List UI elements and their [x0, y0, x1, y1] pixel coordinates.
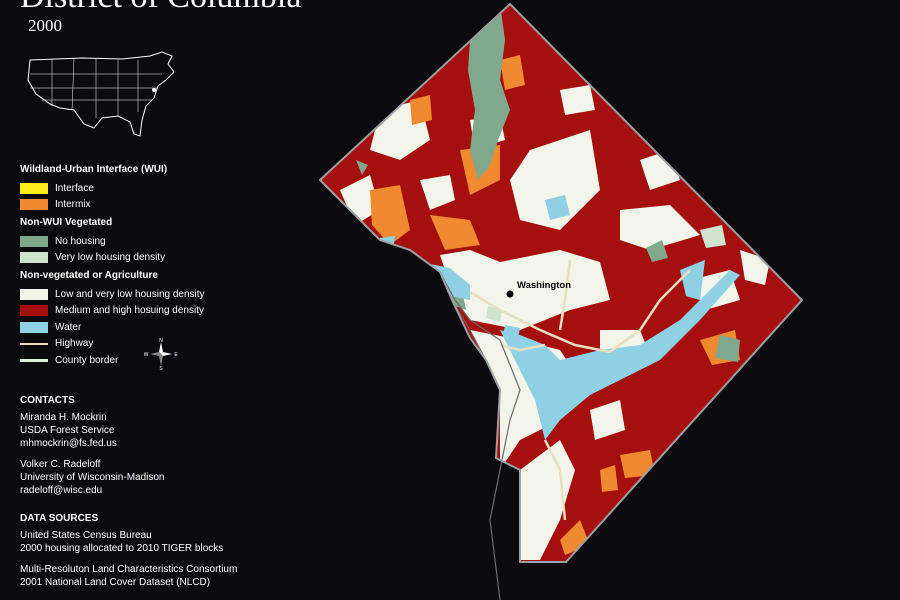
contact-name: Volker C. Radeloff: [20, 459, 101, 470]
legend-label: Water: [55, 321, 82, 333]
swatch-water: [20, 321, 48, 333]
compass-s: S: [159, 366, 163, 370]
contacts-heading: CONTACTS: [20, 395, 75, 406]
legend-item-county-border: County border: [20, 352, 290, 369]
washington-city-dot: [506, 290, 514, 298]
compass-e: E: [174, 352, 178, 358]
sources-heading: DATA SOURCES: [20, 513, 99, 524]
legend: Wildland-Urban Interface (WUI) Interface…: [20, 164, 290, 373]
swatch-county-border: [20, 355, 48, 366]
swatch-very-low-density: [20, 252, 48, 264]
legend-label: Highway: [55, 338, 94, 350]
source-line: 2001 National Land Cover Dataset (NLCD): [20, 577, 211, 588]
contact-org: USDA Forest Service: [20, 425, 115, 436]
swatch-low-density: [20, 288, 48, 300]
us-locator-map: [27, 51, 175, 137]
compass-n: N: [159, 338, 163, 344]
map-title: District of Columbia: [20, 0, 301, 16]
legend-label: No housing: [55, 235, 106, 247]
contact-email: radeloff@wisc.edu: [20, 485, 103, 496]
legend-nonveg-group: Non-vegetated or Agriculture Low and ver…: [20, 270, 290, 369]
legend-item-very-low-density: Very low housing density: [20, 250, 290, 267]
legend-item-highway: Highway: [20, 336, 290, 353]
contact-name: Miranda H. Mockrin: [20, 412, 107, 423]
legend-item-medium-high-density: Medium and high hosuing density: [20, 303, 290, 320]
legend-label: Very low housing density: [55, 252, 166, 264]
legend-item-intermix: Intermix: [20, 197, 290, 214]
data-sources-section: DATA SOURCES United States Census Bureau…: [20, 512, 237, 589]
legend-nonveg-heading: Non-vegetated or Agriculture: [20, 270, 158, 281]
land-use-layer: [320, 4, 802, 562]
legend-item-low-density: Low and very low housing density: [20, 286, 290, 303]
dc-county-border: [318, 2, 804, 563]
legend-label: Intermix: [55, 199, 91, 211]
compass-w: W: [144, 352, 149, 358]
contacts-section: CONTACTS Miranda H. Mockrin USDA Forest …: [20, 394, 165, 497]
legend-item-no-housing: No housing: [20, 233, 290, 250]
map-year: 2000: [28, 16, 62, 35]
dc-location-marker: [152, 88, 156, 92]
swatch-highway: [20, 338, 48, 349]
contact-org: University of Wisconsin-Madison: [20, 472, 165, 483]
washington-label: Washington: [517, 280, 571, 291]
legend-nonwui-group: Non-WUI Vegetated No housing Very low ho…: [20, 217, 290, 266]
contact-email: mhmockrin@fs.fed.us: [20, 438, 117, 449]
legend-item-water: Water: [20, 319, 290, 336]
swatch-no-housing: [20, 235, 48, 247]
compass-rose: N E S W: [144, 338, 178, 370]
highways: [469, 259, 691, 521]
swatch-medium-high-density: [20, 305, 48, 317]
legend-wui-heading: Wildland-Urban Interface (WUI): [20, 164, 168, 175]
river-shoreline: [439, 271, 521, 600]
legend-label: County border: [55, 354, 119, 366]
legend-item-interface: Interface: [20, 180, 290, 197]
legend-label: Low and very low housing density: [55, 288, 205, 300]
legend-label: Interface: [55, 182, 94, 194]
source-line: Multi-Resoluton Land Characteristics Con…: [20, 564, 238, 575]
source-line: 2000 housing allocated to 2010 TIGER blo…: [20, 543, 224, 554]
swatch-intermix: [20, 199, 48, 211]
legend-nonwui-heading: Non-WUI Vegetated: [20, 217, 113, 228]
legend-label: Medium and high hosuing density: [55, 305, 204, 317]
swatch-interface: [20, 182, 48, 194]
legend-wui-group: Wildland-Urban Interface (WUI) Interface…: [20, 164, 290, 213]
source-line: United States Census Bureau: [20, 530, 152, 541]
